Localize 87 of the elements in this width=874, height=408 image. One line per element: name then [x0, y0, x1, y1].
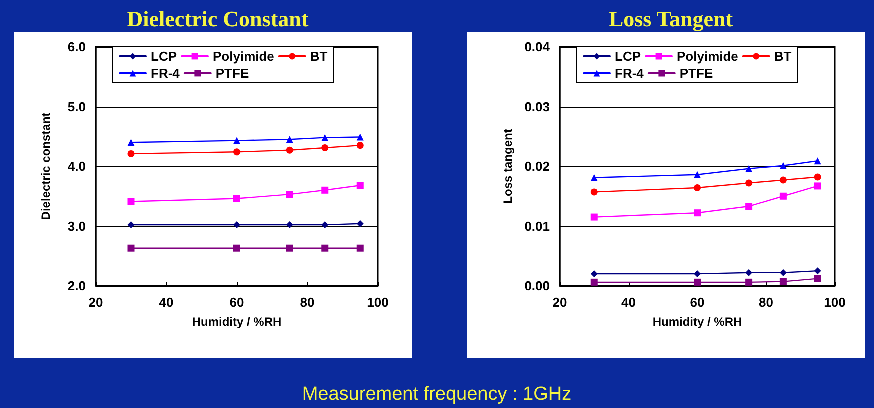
point [128, 150, 135, 158]
y-axis-title: Dielectric constant [39, 112, 53, 220]
legend-label: Polyimide [213, 49, 274, 64]
y-tick-label: 0.02 [524, 159, 550, 174]
point [356, 182, 364, 190]
point [590, 278, 598, 286]
legend-label: PTFE [680, 66, 714, 81]
point [694, 270, 701, 278]
legend-label: LCP [615, 49, 642, 64]
point [746, 203, 753, 210]
y-tick-label: 2.0 [68, 278, 86, 294]
x-tick-label: 40 [159, 295, 174, 310]
point [694, 171, 701, 178]
x-tick-label: 80 [759, 295, 774, 310]
point [128, 198, 135, 206]
point [746, 165, 753, 172]
legend-label: BT [774, 49, 792, 64]
point [322, 244, 329, 252]
point [322, 186, 329, 194]
point [322, 144, 329, 152]
legend-label: FR-4 [615, 66, 645, 81]
x-tick-label: 80 [300, 295, 315, 310]
legend-label: PTFE [216, 66, 250, 81]
point [234, 148, 240, 156]
legend-label: LCP [151, 49, 178, 64]
point [814, 174, 822, 181]
point [780, 176, 787, 184]
x-tick-label: 60 [690, 295, 705, 310]
point [234, 244, 240, 252]
point [286, 191, 294, 198]
legend-label: FR-4 [151, 66, 181, 81]
point [128, 139, 135, 146]
point [694, 210, 701, 217]
point [780, 162, 787, 170]
point [694, 278, 701, 286]
y-tick-label: 5.0 [68, 99, 86, 114]
point [780, 278, 787, 286]
chart-title: Loss Tangent [608, 6, 734, 32]
point [694, 184, 701, 192]
point [286, 146, 294, 154]
point [814, 275, 822, 282]
point [590, 174, 598, 182]
point [356, 142, 364, 150]
point [746, 180, 753, 187]
y-tick-label: 0.04 [524, 40, 551, 54]
y-tick-label: 0.03 [524, 99, 550, 114]
y-tick-label: 6.0 [68, 40, 86, 54]
x-tick-label: 20 [88, 295, 104, 310]
y-tick-label: 0.00 [524, 278, 550, 294]
point [234, 137, 240, 144]
point [234, 222, 240, 229]
y-tick-label: 0.01 [524, 218, 550, 234]
point [234, 195, 240, 202]
point [780, 192, 787, 200]
point [286, 222, 294, 229]
point [590, 188, 598, 196]
point [590, 270, 598, 278]
point [814, 182, 822, 190]
point [780, 269, 787, 276]
point [286, 136, 294, 144]
point [590, 214, 598, 221]
x-axis-title: Humidity / %RH [652, 315, 742, 329]
point [814, 268, 822, 275]
x-tick-label: 60 [230, 295, 244, 310]
point [356, 134, 364, 141]
legend-label: Polyimide [677, 49, 738, 64]
point [746, 269, 753, 276]
point [286, 244, 294, 252]
x-axis-title: Humidity / %RH [192, 315, 282, 329]
legend-label: BT [310, 49, 328, 64]
y-axis-title: Loss tangent [500, 129, 515, 204]
point [128, 244, 135, 252]
x-tick-label: 100 [367, 295, 389, 310]
text: Measurement frequency : 1GHz [301, 384, 573, 406]
y-tick-label: 4.0 [68, 159, 86, 174]
point [322, 134, 329, 142]
x-tick-label: 40 [622, 295, 636, 310]
point [356, 220, 364, 228]
point [356, 244, 364, 252]
x-tick-label: 20 [552, 295, 568, 310]
point [814, 158, 822, 165]
x-tick-label: 100 [824, 295, 846, 310]
y-tick-label: 3.0 [68, 218, 86, 234]
point [746, 278, 753, 286]
point [128, 222, 135, 229]
chart-title: Dielectric Constant [127, 6, 310, 32]
point [322, 222, 329, 229]
